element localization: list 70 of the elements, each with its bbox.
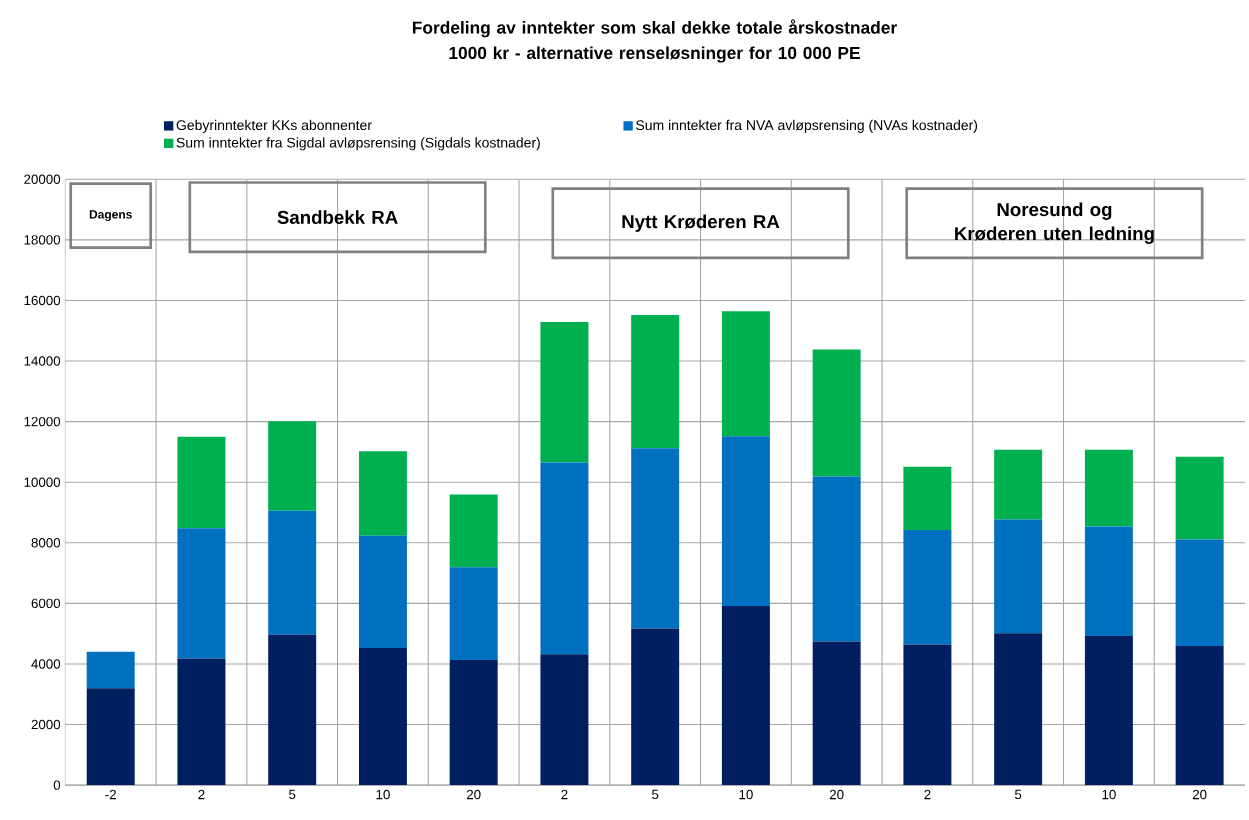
- bar: [268, 510, 317, 635]
- x-tick-label: 2: [198, 789, 205, 800]
- bar: [268, 421, 317, 511]
- y-tick-label: 2000: [31, 719, 61, 730]
- legend-label: Sum inntekter fra Sigdal avløpsrensing (Sigdals kostnader): [176, 137, 540, 151]
- y-tick-label: 12000: [24, 417, 61, 427]
- bar: [1175, 646, 1224, 786]
- bar: [177, 658, 226, 786]
- x-tick-label: 2: [924, 789, 931, 800]
- bar: [812, 476, 861, 642]
- annotation: Noresund og Krøderen uten ledning: [955, 202, 1154, 245]
- bar: [1175, 539, 1224, 647]
- bar: [721, 311, 770, 437]
- x-tick-label: 5: [652, 789, 659, 800]
- bar: [994, 519, 1043, 634]
- x-tick-label: 20: [466, 789, 481, 800]
- bar: [812, 641, 861, 786]
- y-tick-label: 16000: [24, 295, 61, 306]
- y-tick-label: 8000: [31, 538, 61, 548]
- x-tick-label: 20: [1192, 789, 1207, 800]
- bar: [631, 315, 680, 449]
- x-tick-label: 10: [376, 789, 390, 800]
- bar: [358, 451, 407, 536]
- y-tick-label: 6000: [31, 598, 61, 609]
- bar: [994, 633, 1043, 786]
- bar: [449, 567, 498, 661]
- y-tick-label: 14000: [24, 356, 61, 366]
- bar: [540, 462, 589, 655]
- bar: [449, 660, 498, 786]
- x-tick-label: -2: [105, 789, 116, 800]
- bar: [994, 449, 1043, 520]
- bar: [540, 654, 589, 786]
- x-tick-label: 2: [561, 789, 568, 800]
- bar: [358, 648, 407, 786]
- bar: [903, 644, 952, 786]
- bar: [358, 535, 407, 648]
- x-tick-label: 5: [1014, 789, 1022, 800]
- legend-label: Gebyrinntekter KKs abonnenter: [176, 119, 372, 133]
- x-tick-label: 10: [739, 789, 753, 800]
- bar: [177, 528, 226, 659]
- x-tick-label: 5: [289, 789, 296, 800]
- chart-title: Fordeling av inntekter som skal dekke totale årskostnader 1000 kr - alternative renseløsninger for 10 000 PE: [412, 19, 897, 63]
- y-tick-label: 18000: [24, 235, 61, 245]
- bar: [268, 634, 317, 786]
- bar: [86, 651, 135, 689]
- annotation: Nytt Krøderen RA: [622, 214, 780, 232]
- bar: [449, 494, 498, 568]
- y-tick-label: 10000: [24, 477, 61, 488]
- bar: [177, 436, 226, 529]
- annotation: Sandbekk RA: [277, 210, 398, 225]
- bar: [903, 530, 952, 645]
- bar: [721, 436, 770, 607]
- bar: [721, 606, 770, 786]
- bar: [1084, 636, 1133, 786]
- bar: [631, 628, 680, 786]
- bar: [540, 322, 589, 463]
- bar: [86, 688, 135, 786]
- bar: [812, 349, 861, 477]
- x-tick-label: 20: [829, 789, 844, 800]
- bar: [1175, 456, 1224, 540]
- x-tick-label: 10: [1102, 789, 1116, 800]
- bar: [1084, 526, 1133, 637]
- bar: [903, 466, 952, 531]
- y-tick-label: 0: [53, 780, 61, 790]
- legend-label: Sum inntekter fra NVA avløpsrensing (NVAs kostnader): [636, 119, 978, 133]
- annotation: Dagens: [89, 210, 132, 222]
- bar: [631, 448, 680, 629]
- y-tick-label: 20000: [24, 174, 61, 185]
- y-tick-label: 4000: [31, 659, 61, 669]
- bar: [1084, 449, 1133, 527]
